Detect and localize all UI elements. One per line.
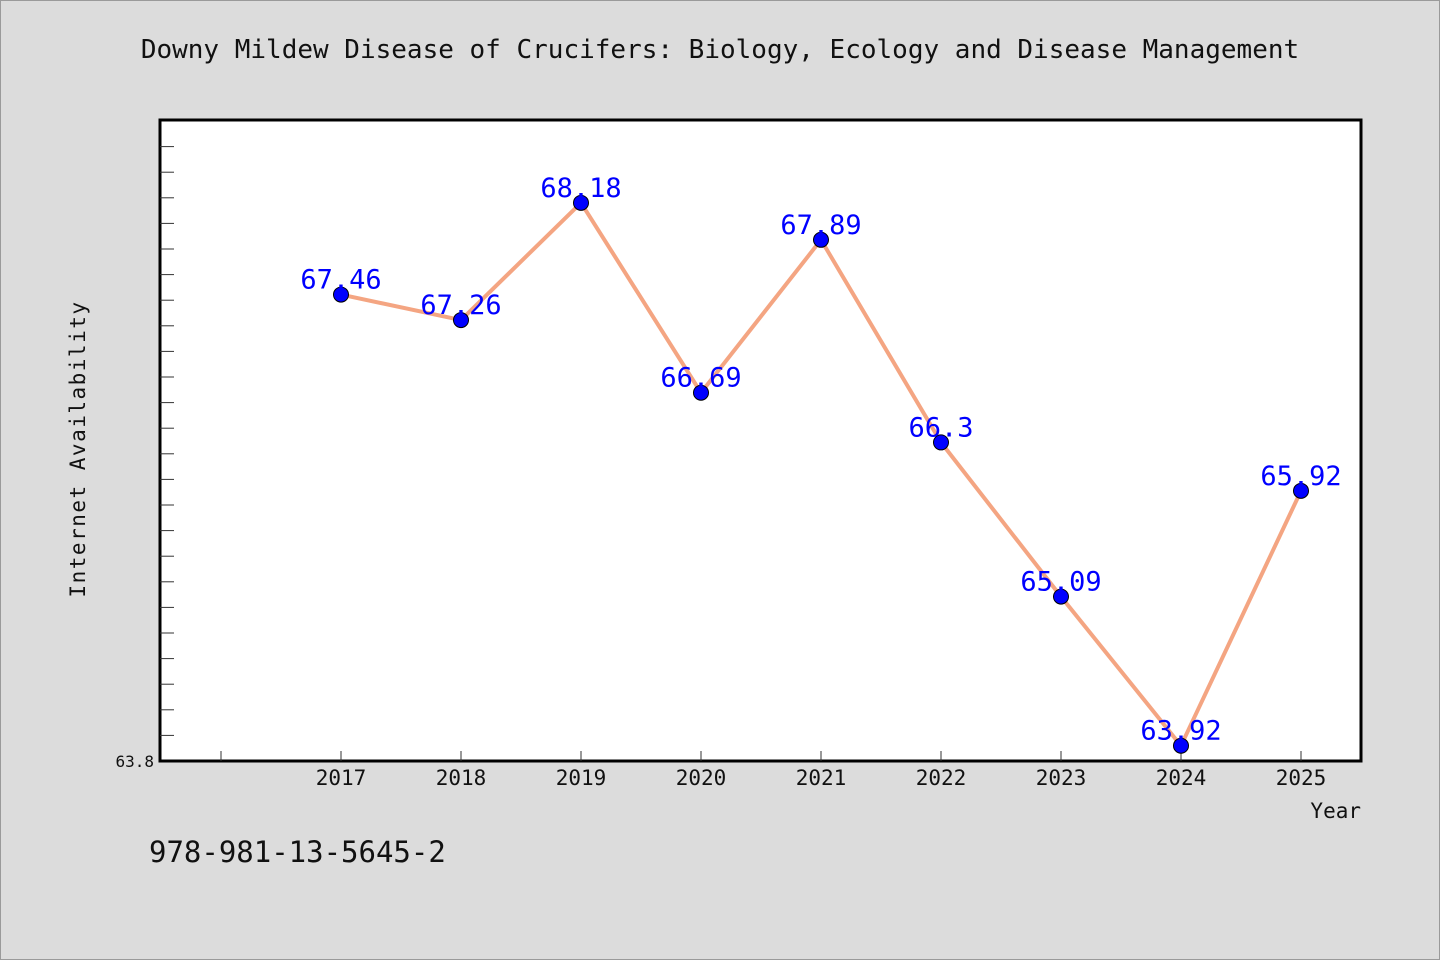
data-label: 67.89 xyxy=(780,210,861,241)
x-tick-label: 2024 xyxy=(1156,766,1207,790)
data-point xyxy=(1053,588,1069,605)
x-tick-label: 2025 xyxy=(1276,766,1327,790)
y-minor-ticks xyxy=(160,146,174,736)
data-label: 67.26 xyxy=(420,290,501,321)
data-point xyxy=(573,194,589,211)
x-tick-label: 2018 xyxy=(436,766,487,790)
data-label: 66.3 xyxy=(908,412,973,443)
data-point xyxy=(1293,482,1309,499)
data-label: 65.92 xyxy=(1260,461,1341,492)
x-tick-label: 2017 xyxy=(316,766,367,790)
x-axis-label: Year xyxy=(1310,799,1361,823)
x-axis-ticks xyxy=(220,751,1302,761)
data-point xyxy=(693,384,709,401)
y-axis-label: Internet Availability xyxy=(66,300,90,597)
markers-group xyxy=(333,194,1309,754)
data-point xyxy=(813,231,829,248)
x-axis-tick-labels: 2017 2018 2019 2020 2021 2022 2023 2024 2025 xyxy=(316,766,1327,790)
data-point xyxy=(333,286,349,303)
data-label: 66.69 xyxy=(660,363,741,394)
isbn-footer: 978-981-13-5645-2 xyxy=(149,835,446,869)
y-tick-label: 63.8 xyxy=(115,752,154,771)
data-label: 67.46 xyxy=(300,265,381,296)
x-tick-label: 2022 xyxy=(916,766,967,790)
data-label: 68.18 xyxy=(540,173,621,204)
x-tick-label: 2019 xyxy=(556,766,607,790)
plot-area xyxy=(158,118,1363,763)
data-point xyxy=(933,434,949,451)
x-tick-label: 2023 xyxy=(1036,766,1087,790)
data-labels-group: 67.46 67.26 68.18 66.69 67.89 66.3 65.09 63.92 6… xyxy=(300,173,1341,747)
x-tick-label: 2020 xyxy=(676,766,727,790)
data-label: 63.92 xyxy=(1140,716,1221,747)
x-tick-label: 2021 xyxy=(796,766,847,790)
chart-title: Downy Mildew Disease of Crucifers: Biolo… xyxy=(140,35,1300,65)
data-label: 65.09 xyxy=(1020,567,1101,598)
data-point xyxy=(453,312,469,329)
data-point xyxy=(1173,737,1189,754)
